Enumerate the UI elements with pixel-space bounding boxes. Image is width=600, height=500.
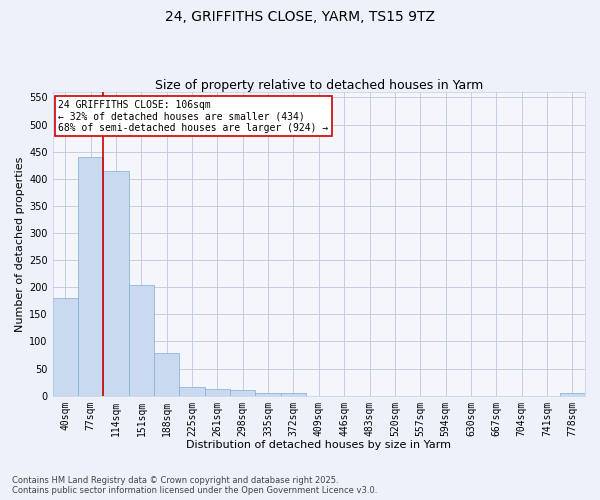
Text: 24 GRIFFITHS CLOSE: 106sqm
← 32% of detached houses are smaller (434)
68% of sem: 24 GRIFFITHS CLOSE: 106sqm ← 32% of deta… xyxy=(58,100,328,133)
Bar xyxy=(78,157,103,396)
Bar xyxy=(230,390,256,396)
Bar xyxy=(281,393,306,396)
Text: 24, GRIFFITHS CLOSE, YARM, TS15 9TZ: 24, GRIFFITHS CLOSE, YARM, TS15 9TZ xyxy=(165,10,435,24)
Title: Size of property relative to detached houses in Yarm: Size of property relative to detached ho… xyxy=(155,79,483,92)
Bar xyxy=(179,386,205,396)
Text: Contains HM Land Registry data © Crown copyright and database right 2025.
Contai: Contains HM Land Registry data © Crown c… xyxy=(12,476,377,495)
Bar xyxy=(256,393,281,396)
Bar xyxy=(205,388,230,396)
Bar xyxy=(103,170,129,396)
Bar xyxy=(53,298,78,396)
Y-axis label: Number of detached properties: Number of detached properties xyxy=(15,156,25,332)
Bar xyxy=(154,354,179,396)
Bar xyxy=(129,285,154,396)
X-axis label: Distribution of detached houses by size in Yarm: Distribution of detached houses by size … xyxy=(187,440,451,450)
Bar xyxy=(560,393,585,396)
